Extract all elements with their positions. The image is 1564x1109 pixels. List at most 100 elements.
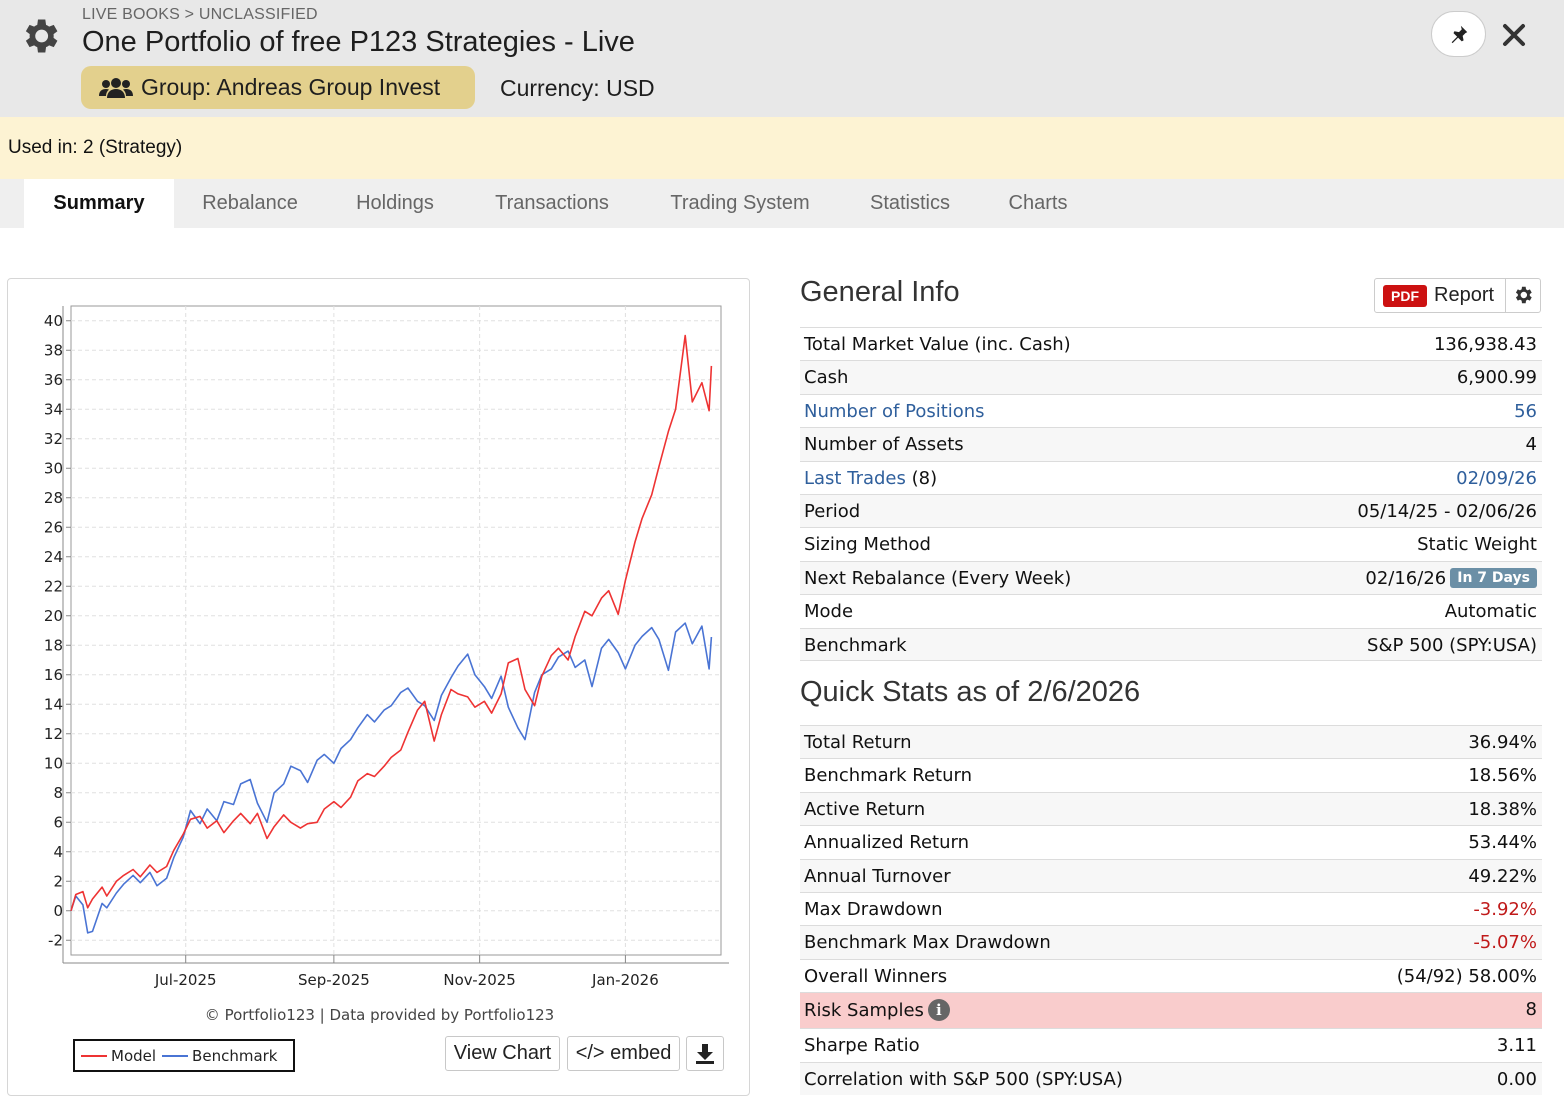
- y-tick-label: 34: [44, 400, 63, 418]
- row-value: 4: [1525, 434, 1537, 456]
- table-row: Next Rebalance (Every Week) 02/16/26 In 7…: [800, 560, 1542, 595]
- row-label: Last Trades (8): [804, 468, 937, 489]
- last-trades-link[interactable]: Last Trades: [804, 467, 906, 489]
- row-value: 02/16/26 In 7 Days: [1365, 567, 1537, 589]
- close-icon: [1503, 24, 1525, 46]
- row-value: 18.38%: [1468, 798, 1537, 820]
- gear-icon[interactable]: [1512, 284, 1534, 311]
- table-row: Sharpe Ratio 3.11: [800, 1028, 1542, 1061]
- tab-holdings[interactable]: Holdings: [356, 192, 434, 214]
- pin-icon: [1451, 25, 1467, 44]
- y-tick-label: 22: [44, 577, 63, 595]
- row-label: Risk Samples i: [804, 999, 950, 1022]
- download-icon: [696, 1043, 714, 1064]
- row-value: 6,900.99: [1456, 367, 1537, 389]
- performance-chart-panel: -2 0 2 4 6 8 10 12 14 16 18 20 22 24 26 28 30 32 34 36 38 40 J…: [7, 278, 750, 1096]
- y-tick-label: 12: [44, 725, 63, 743]
- tab-charts[interactable]: Charts: [1008, 192, 1068, 214]
- row-value: Static Weight: [1417, 534, 1537, 556]
- pin-button[interactable]: [1431, 11, 1486, 57]
- row-label: Sharpe Ratio: [804, 1035, 920, 1057]
- quick-stats-table: Total Return 36.94% Benchmark Return 18.…: [800, 725, 1542, 1095]
- table-row: Number of Positions 56: [800, 393, 1542, 427]
- tab-rebalance[interactable]: Rebalance: [202, 192, 298, 214]
- row-label: Overall Winners: [804, 965, 948, 987]
- table-row: Sizing Method Static Weight: [800, 527, 1542, 560]
- report-button[interactable]: PDF Report: [1374, 278, 1541, 313]
- row-label: Mode: [804, 601, 854, 623]
- row-label: Benchmark Max Drawdown: [804, 932, 1051, 954]
- general-info-table: Total Market Value (inc. Cash) 136,938.4…: [800, 327, 1542, 661]
- number-of-positions-link[interactable]: Number of Positions: [804, 400, 985, 422]
- y-tick-label: 8: [53, 784, 63, 802]
- row-label: Benchmark Return: [804, 765, 972, 787]
- group-label: Group: Andreas Group Invest: [141, 74, 441, 100]
- table-row: Benchmark Max Drawdown -5.07%: [800, 925, 1542, 959]
- breadcrumb[interactable]: LIVE BOOKS > UNCLASSIFIED: [82, 6, 318, 23]
- tab-transactions[interactable]: Transactions: [495, 192, 609, 214]
- row-label: Max Drawdown: [804, 898, 943, 920]
- x-tick-label: Nov-2025: [443, 971, 515, 989]
- row-label: Period: [804, 500, 861, 522]
- y-tick-label: 14: [44, 695, 63, 713]
- table-row: Active Return 18.38%: [800, 791, 1542, 826]
- gear-icon[interactable]: [18, 14, 62, 58]
- row-label: Number of Assets: [804, 434, 964, 456]
- download-button[interactable]: [686, 1036, 724, 1071]
- y-tick-label: 4: [53, 843, 63, 861]
- row-value: 53.44%: [1468, 832, 1537, 854]
- pdf-badge: PDF: [1383, 284, 1427, 307]
- tab-bar: Summary Rebalance Holdings Transactions …: [0, 179, 1564, 228]
- y-tick-label: 36: [44, 371, 63, 389]
- row-label: Benchmark: [804, 634, 907, 656]
- row-value: Automatic: [1444, 601, 1537, 623]
- y-tick-label: 2: [53, 872, 63, 890]
- currency-label: Currency: USD: [500, 75, 655, 101]
- y-tick-label: 26: [44, 518, 63, 536]
- row-label: Total Market Value (inc. Cash): [804, 334, 1071, 355]
- plot-area: [70, 305, 722, 956]
- legend-swatch-benchmark: [162, 1054, 189, 1057]
- tab-summary[interactable]: Summary: [24, 179, 174, 228]
- row-label: Total Return: [804, 732, 912, 753]
- number-of-positions-value[interactable]: 56: [1514, 400, 1537, 422]
- page-title: One Portfolio of free P123 Strategies - …: [82, 26, 635, 58]
- x-tick-label: Sep-2025: [298, 971, 370, 989]
- row-value: 05/14/25 - 02/06/26: [1357, 500, 1537, 522]
- row-value: 3.11: [1496, 1035, 1537, 1057]
- y-tick-label: 20: [44, 607, 63, 625]
- tab-statistics[interactable]: Statistics: [869, 192, 951, 214]
- series-line-benchmark: [70, 622, 713, 934]
- legend-item-model: Model: [81, 1047, 156, 1065]
- last-trades-date[interactable]: 02/09/26: [1456, 467, 1537, 489]
- view-chart-button[interactable]: View Chart: [445, 1036, 560, 1071]
- next-rebalance-date: 02/16/26: [1365, 567, 1447, 589]
- row-label: Next Rebalance (Every Week): [804, 567, 1072, 589]
- table-row: Mode Automatic: [800, 594, 1542, 627]
- group-badge[interactable]: Group: Andreas Group Invest: [81, 66, 475, 109]
- y-tick-label: 30: [44, 459, 63, 477]
- row-label: Active Return: [804, 798, 926, 820]
- y-tick-label: 6: [53, 813, 63, 831]
- table-row: Last Trades (8) 02/09/26: [800, 460, 1542, 494]
- y-tick-label: 40: [44, 312, 63, 330]
- y-tick-label: 0: [53, 902, 63, 920]
- close-button[interactable]: [1498, 18, 1530, 52]
- table-row: Max Drawdown -3.92%: [800, 891, 1542, 925]
- row-label: Sizing Method: [804, 534, 931, 556]
- chart-legend: Model Benchmark: [73, 1039, 295, 1072]
- quick-stats-title: Quick Stats as of 2/6/2026: [800, 676, 1141, 708]
- embed-button[interactable]: </> embed: [567, 1036, 680, 1071]
- info-icon[interactable]: i: [927, 999, 950, 1022]
- table-row: Benchmark S&P 500 (SPY:USA): [800, 627, 1542, 661]
- x-tick-label: Jul-2025: [154, 971, 217, 989]
- row-label: Annualized Return: [804, 832, 969, 854]
- table-row: Cash 6,900.99: [800, 360, 1542, 394]
- table-row: Annual Turnover 49.22%: [800, 858, 1542, 892]
- y-tick-label: 38: [44, 341, 63, 359]
- legend-swatch-model: [81, 1054, 107, 1057]
- table-row: Total Market Value (inc. Cash) 136,938.4…: [800, 327, 1542, 360]
- row-value: 0.00: [1496, 1068, 1537, 1090]
- status-badge: In 7 Days: [1450, 567, 1537, 588]
- tab-trading-system[interactable]: Trading System: [670, 192, 810, 214]
